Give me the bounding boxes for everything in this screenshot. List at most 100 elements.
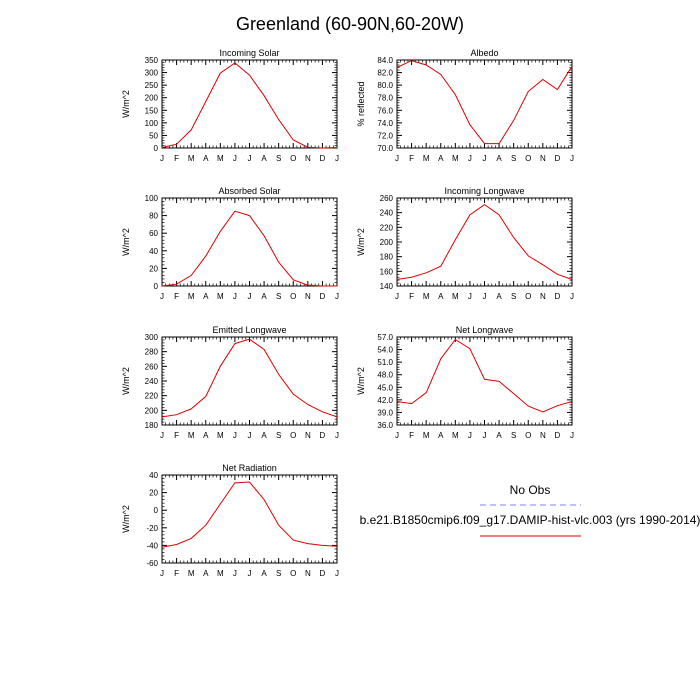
- x-tick-label: M: [452, 154, 459, 163]
- y-tick-label: 72.0: [377, 131, 393, 140]
- x-tick-label: F: [174, 292, 179, 301]
- y-tick-label: 260: [380, 194, 394, 203]
- x-tick-label: D: [555, 431, 561, 440]
- x-tick-label: J: [468, 154, 472, 163]
- y-axis-label: W/m^2: [121, 90, 131, 118]
- x-tick-label: J: [160, 154, 164, 163]
- plot-frame: [161, 336, 338, 426]
- y-tick-label: 220: [380, 223, 394, 232]
- y-tick-label: 180: [380, 253, 394, 262]
- x-tick-label: A: [203, 292, 209, 301]
- y-tick-label: 20: [149, 264, 158, 273]
- x-tick-label: S: [276, 431, 281, 440]
- x-tick-label: F: [409, 431, 414, 440]
- x-tick-label: J: [395, 154, 399, 163]
- x-tick-label: M: [188, 292, 195, 301]
- x-tick-label: F: [409, 292, 414, 301]
- x-tick-label: J: [395, 292, 399, 301]
- y-tick-label: 51.0: [377, 358, 393, 367]
- x-tick-label: M: [188, 569, 195, 578]
- x-tick-label: J: [160, 569, 164, 578]
- x-tick-label: A: [261, 292, 267, 301]
- plot-frame: [161, 197, 338, 287]
- x-tick-label: J: [160, 431, 164, 440]
- x-tick-label: S: [276, 154, 281, 163]
- x-tick-label: D: [555, 292, 561, 301]
- panel-title: Absorbed Solar: [218, 186, 280, 196]
- x-tick-label: M: [217, 569, 224, 578]
- y-tick-label: 60: [149, 229, 158, 238]
- y-tick-label: 280: [145, 348, 159, 357]
- figure-title: Greenland (60-90N,60-20W): [236, 14, 464, 34]
- x-tick-label: O: [525, 292, 531, 301]
- y-tick-label: 240: [145, 377, 159, 386]
- y-tick-label: 40: [149, 247, 158, 256]
- y-tick-label: 220: [145, 392, 159, 401]
- x-tick-label: J: [233, 292, 237, 301]
- legend-label-model: b.e21.B1850cmip6.f09_g17.DAMIP-hist-vlc.…: [360, 513, 700, 527]
- x-tick-label: F: [174, 569, 179, 578]
- x-tick-label: M: [217, 292, 224, 301]
- x-tick-label: D: [320, 569, 326, 578]
- panel-title: Incoming Longwave: [444, 186, 524, 196]
- x-tick-label: M: [217, 431, 224, 440]
- plot-frame: [396, 197, 573, 287]
- x-tick-label: A: [438, 292, 444, 301]
- x-tick-label: J: [570, 154, 574, 163]
- x-tick-label: O: [290, 292, 296, 301]
- x-tick-label: J: [335, 569, 339, 578]
- y-tick-label: 250: [145, 81, 159, 90]
- x-tick-label: A: [203, 431, 209, 440]
- y-tick-label: 74.0: [377, 119, 393, 128]
- series-line-incoming-longwave: [396, 203, 573, 280]
- x-tick-label: N: [305, 154, 311, 163]
- legend: No Obs b.e21.B1850cmip6.f09_g17.DAMIP-hi…: [360, 483, 700, 537]
- x-tick-label: S: [511, 292, 516, 301]
- y-axis-label: W/m^2: [121, 228, 131, 256]
- panel-title: Albedo: [470, 48, 498, 58]
- y-axis-label: W/m^2: [121, 367, 131, 395]
- y-tick-label: -40: [146, 541, 158, 550]
- x-tick-label: J: [335, 154, 339, 163]
- x-tick-label: M: [452, 431, 459, 440]
- x-tick-label: F: [174, 431, 179, 440]
- y-tick-label: 200: [380, 238, 394, 247]
- y-tick-label: 0: [154, 282, 159, 291]
- x-tick-label: J: [233, 569, 237, 578]
- y-tick-label: 0: [154, 506, 159, 515]
- x-tick-label: O: [525, 154, 531, 163]
- x-tick-label: D: [320, 154, 326, 163]
- y-tick-label: 80: [149, 212, 158, 221]
- x-tick-label: S: [511, 431, 516, 440]
- x-tick-label: M: [423, 431, 430, 440]
- x-tick-label: J: [233, 154, 237, 163]
- plot-frame: [161, 474, 338, 564]
- x-tick-label: A: [203, 154, 209, 163]
- plot-frame: [161, 59, 338, 149]
- x-tick-label: N: [305, 569, 311, 578]
- series-line-absorbed-solar: [161, 210, 337, 287]
- y-tick-label: 39.0: [377, 408, 393, 417]
- y-tick-label: 300: [145, 333, 159, 342]
- y-tick-label: 200: [145, 94, 159, 103]
- x-tick-label: J: [483, 292, 487, 301]
- x-tick-label: N: [540, 431, 546, 440]
- plot-frame: [396, 336, 573, 426]
- y-tick-label: 200: [145, 406, 159, 415]
- x-tick-label: M: [423, 154, 430, 163]
- x-tick-label: J: [468, 431, 472, 440]
- x-tick-label: J: [335, 431, 339, 440]
- x-tick-label: M: [188, 154, 195, 163]
- x-tick-label: A: [496, 292, 502, 301]
- x-tick-label: J: [483, 154, 487, 163]
- series-line-emitted-longwave: [161, 338, 338, 418]
- series-line-net-longwave: [396, 338, 573, 413]
- x-tick-label: A: [438, 154, 444, 163]
- y-tick-label: 160: [380, 267, 394, 276]
- y-tick-label: 240: [380, 209, 394, 218]
- y-tick-label: 180: [145, 421, 159, 430]
- y-axis-label: W/m^2: [121, 505, 131, 533]
